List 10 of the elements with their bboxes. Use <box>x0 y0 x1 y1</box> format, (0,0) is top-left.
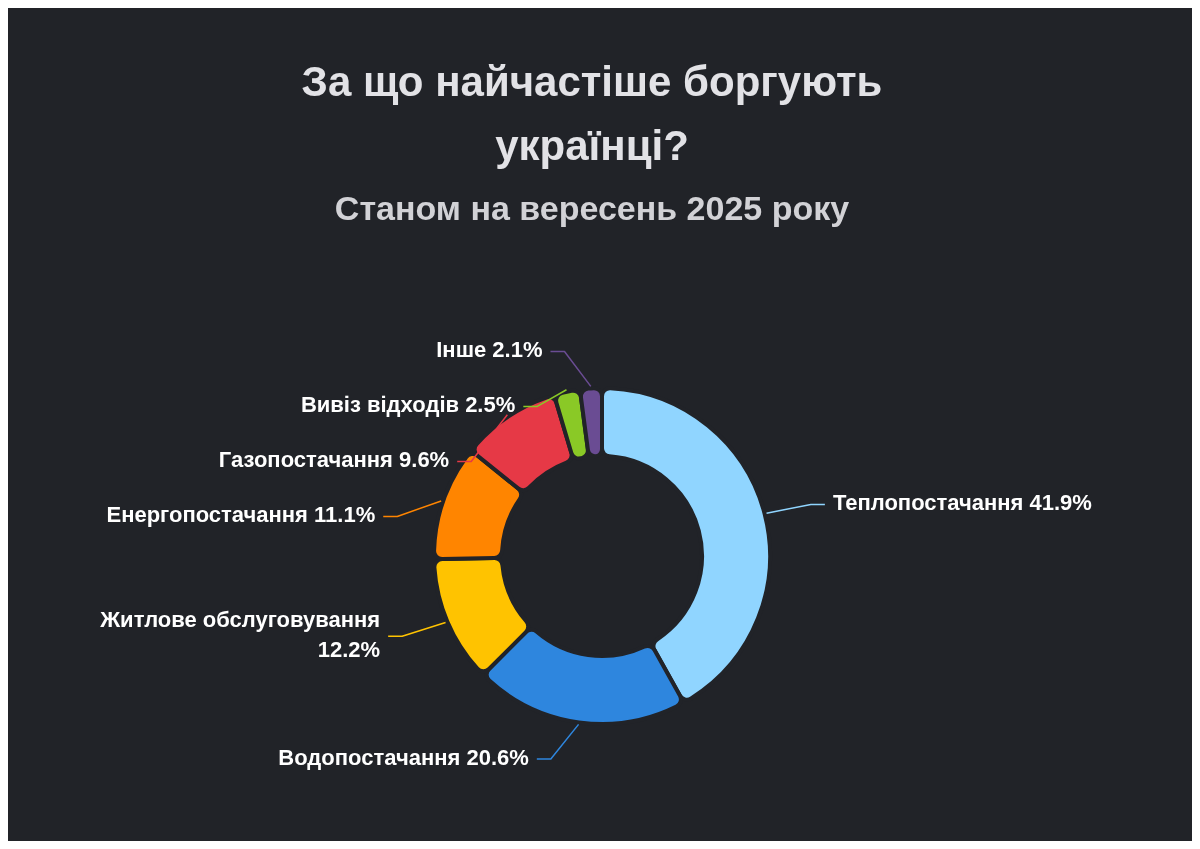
chart-subtitle: Станом на вересень 2025 року <box>334 189 850 227</box>
slice-label: Енергопостачання 11.1% <box>106 502 376 528</box>
slice-label: Інше 2.1% <box>436 337 543 363</box>
slice-label: Газопостачання 9.6% <box>218 447 450 473</box>
slice-label: Теплопостачання 41.9% <box>832 490 1092 516</box>
chart-title: За що найчастіше боргують українці? <box>301 58 883 169</box>
slice-label: Житлове обслуговування <box>99 607 381 633</box>
data-label: 12.2% <box>317 637 381 663</box>
slice-label: Водопостачання 20.6% <box>278 744 529 770</box>
legend-label: Вивіз відходів 2.5% <box>300 392 516 418</box>
